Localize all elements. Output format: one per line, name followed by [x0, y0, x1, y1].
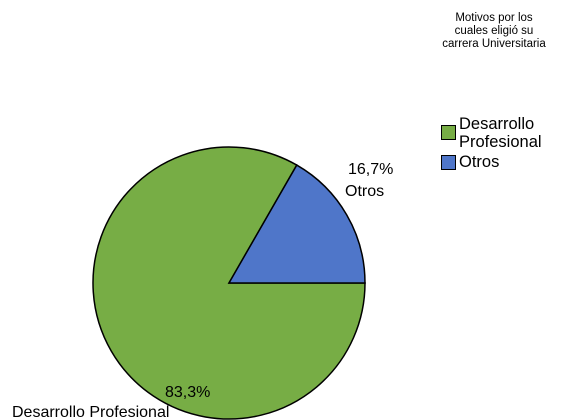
- slice-label-otros-percent: 16,7%: [348, 161, 393, 178]
- legend-item-otros: Otros: [441, 153, 559, 171]
- slice-label-otros-name: Otros: [345, 183, 384, 200]
- legend: Desarrollo Profesional Otros: [441, 115, 559, 173]
- slice-label-desarrollo-percent: 83,3%: [165, 384, 210, 401]
- pie-slice-otros: [227, 164, 366, 284]
- legend-swatch-desarrollo: [441, 125, 456, 140]
- legend-label-otros: Otros: [459, 153, 500, 171]
- legend-title: Motivos por los cuales eligió su carrera…: [442, 12, 546, 50]
- pie-slices: [92, 146, 366, 420]
- legend-label-desarrollo: Desarrollo Profesional: [459, 115, 542, 151]
- legend-item-desarrollo: Desarrollo Profesional: [441, 115, 559, 151]
- slice-labels: 16,7% Otros 83,3% Desarrollo Profesional: [12, 161, 393, 420]
- legend-swatch-otros: [441, 155, 456, 170]
- slice-label-desarrollo-name: Desarrollo Profesional: [12, 404, 169, 420]
